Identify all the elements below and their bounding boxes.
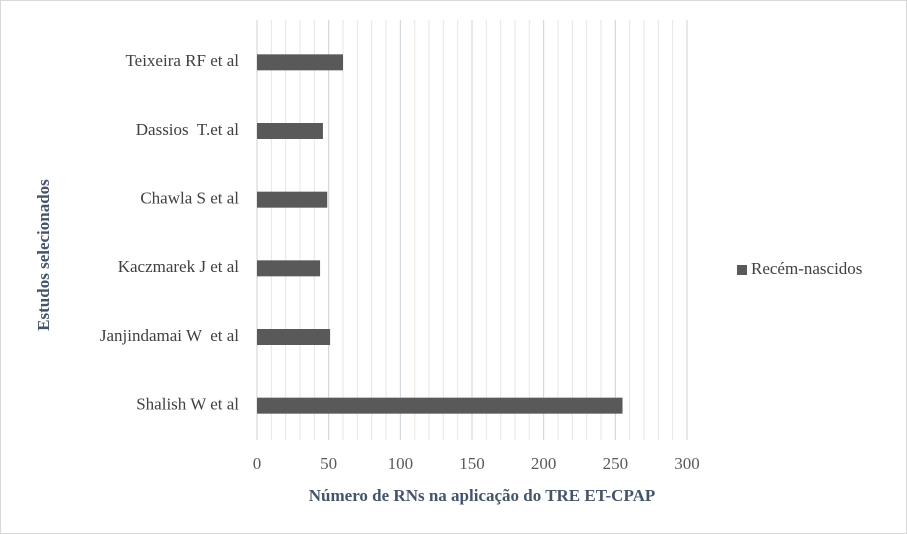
x-tick-label: 250 xyxy=(603,454,629,473)
bar xyxy=(257,191,328,208)
bar xyxy=(257,54,343,71)
x-tick-label: 200 xyxy=(531,454,557,473)
y-tick-label: Chawla S et al xyxy=(140,189,239,208)
x-tick-label: 0 xyxy=(253,454,262,473)
legend-label: Recém-nascidos xyxy=(751,259,862,278)
y-axis-title: Estudos selecionados xyxy=(34,179,53,331)
x-tick-label: 300 xyxy=(674,454,700,473)
x-tick-label: 100 xyxy=(388,454,414,473)
x-tick-label: 150 xyxy=(459,454,485,473)
legend-swatch xyxy=(737,265,747,275)
y-tick-label: Teixeira RF et al xyxy=(125,51,239,70)
bar xyxy=(257,397,623,414)
y-tick-label: Kaczmarek J et al xyxy=(118,257,240,276)
x-axis-title: Número de RNs na aplicação do TRE ET-CPA… xyxy=(309,486,655,505)
y-tick-label: Shalish W et al xyxy=(136,395,239,414)
bar xyxy=(257,260,321,277)
bar xyxy=(257,123,323,139)
x-tick-label: 50 xyxy=(320,454,337,473)
bar xyxy=(257,329,331,345)
y-tick-label: Janjindamai W et al xyxy=(100,326,239,345)
y-tick-label: Dassios T.et al xyxy=(136,120,240,139)
